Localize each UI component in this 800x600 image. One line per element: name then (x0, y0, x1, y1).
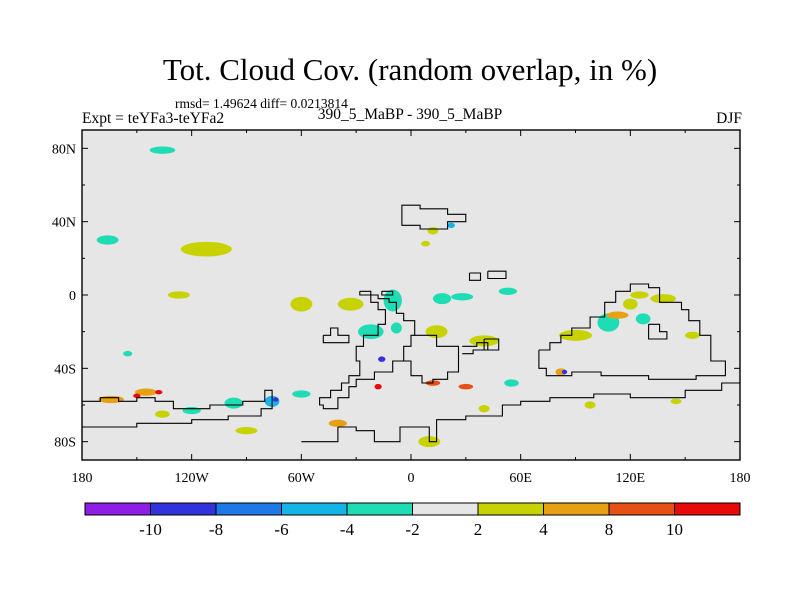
anomaly-region (685, 331, 700, 340)
y-tick-label: 40S (54, 362, 76, 377)
colorbar-label: -10 (139, 520, 162, 539)
x-tick-label: 180 (730, 471, 751, 486)
experiment-label: Expt = teYFa3-teYFa2 (82, 110, 225, 127)
anomaly-region (167, 291, 190, 299)
colorbar-swatch (412, 502, 479, 516)
anomaly-region (290, 296, 313, 312)
coastline (401, 204, 467, 230)
anomaly-region (421, 240, 431, 247)
rmsd-diff-stats: rmsd= 1.49624 diff= 0.0213814 (175, 96, 348, 111)
coastline (337, 382, 740, 443)
colorbar-swatch (150, 502, 217, 516)
colorbar-label: 10 (666, 520, 683, 539)
coastline (381, 290, 394, 296)
x-tick-label: 120E (616, 471, 646, 486)
x-tick-label: 180 (72, 471, 93, 486)
colorbar-label: 4 (539, 520, 548, 539)
anomaly-region (135, 388, 157, 396)
anomaly-region (273, 397, 279, 402)
colorbar-label: -4 (340, 520, 355, 539)
coastline (487, 270, 507, 280)
coastlines (82, 204, 740, 443)
colorbar-label: -8 (209, 520, 223, 539)
colorbar-label: -6 (274, 520, 288, 539)
coastline (538, 283, 726, 380)
anomaly-region (292, 390, 311, 398)
anomaly-region (390, 322, 402, 334)
y-tick-label: 80N (52, 142, 76, 157)
anomaly-region (623, 298, 638, 310)
anomaly-region (155, 389, 163, 395)
anomaly-region (98, 395, 125, 404)
y-tick-label: 80S (54, 436, 76, 451)
anomaly-region (123, 350, 133, 357)
anomaly-region (670, 398, 682, 405)
coastline (468, 272, 482, 281)
anomaly-region (630, 291, 649, 299)
anomaly-region (447, 222, 455, 229)
coastline (483, 338, 500, 351)
coastline (403, 334, 460, 384)
colorbar-label: -2 (405, 520, 419, 539)
colorbar-swatch (281, 502, 348, 516)
coastline (82, 389, 273, 428)
anomaly-region (182, 406, 201, 415)
colorbar-swatch (674, 502, 741, 516)
anomaly-region (378, 356, 386, 362)
anomaly-region (133, 393, 141, 399)
anomaly-region (504, 379, 519, 387)
coastline (319, 294, 416, 410)
anomaly-region (635, 313, 651, 325)
anomaly-region (561, 369, 568, 375)
colorbar: -10 -8 -6 -4 -2 2 4 8 10 (84, 502, 741, 539)
x-tick-label: 120W (175, 471, 210, 486)
coastline (462, 342, 489, 355)
coastline (322, 327, 350, 344)
colorbar-label: 2 (474, 520, 483, 539)
anomaly-region (451, 293, 474, 301)
coastline (301, 427, 339, 443)
colorbar-swatch (543, 502, 610, 516)
coastline (648, 323, 668, 340)
colorbar-swatch (84, 502, 151, 516)
x-tick-label: 0 (408, 471, 415, 486)
anomaly-region (498, 287, 518, 296)
anomaly-region (584, 401, 596, 409)
colorbar-swatch (477, 502, 544, 516)
anomaly-region (180, 241, 232, 257)
case-names: 390_5_MaBP - 390_5_MaBP (317, 106, 503, 123)
anomaly-region (559, 329, 592, 341)
anomaly-region (224, 397, 243, 409)
anomaly-region (337, 297, 364, 311)
anomaly-region (155, 410, 170, 418)
y-tick-label: 0 (69, 289, 76, 304)
anomaly-region (432, 293, 452, 305)
plot-background (82, 130, 740, 460)
anomaly-region (328, 419, 348, 428)
anomaly-region (458, 383, 474, 390)
chart-title: Tot. Cloud Cov. (random overlap, in %) (162, 52, 658, 87)
anomaly-region (96, 235, 119, 245)
y-tick-label: 40N (52, 216, 76, 231)
colorbar-swatch (346, 502, 413, 516)
anomaly-region (149, 146, 176, 154)
colorbar-swatch (608, 502, 675, 516)
x-tick-label: 60W (288, 471, 316, 486)
x-tick-label: 60E (509, 471, 532, 486)
colorbar-swatch (215, 502, 282, 516)
anomaly-region (374, 383, 382, 390)
anomaly-region (650, 294, 677, 304)
colorbar-label: 8 (605, 520, 614, 539)
anomaly-region (427, 227, 439, 235)
anomaly-region (478, 405, 490, 413)
season-label: DJF (716, 110, 742, 127)
anomaly-region (235, 427, 258, 435)
axis-ticks: 180 120W 60W 0 60E 120E 180 80N 40N 0 40S 80S (52, 130, 751, 486)
anomaly-region (606, 311, 629, 319)
anomaly-region (357, 324, 384, 339)
anomaly-regions (96, 146, 700, 448)
